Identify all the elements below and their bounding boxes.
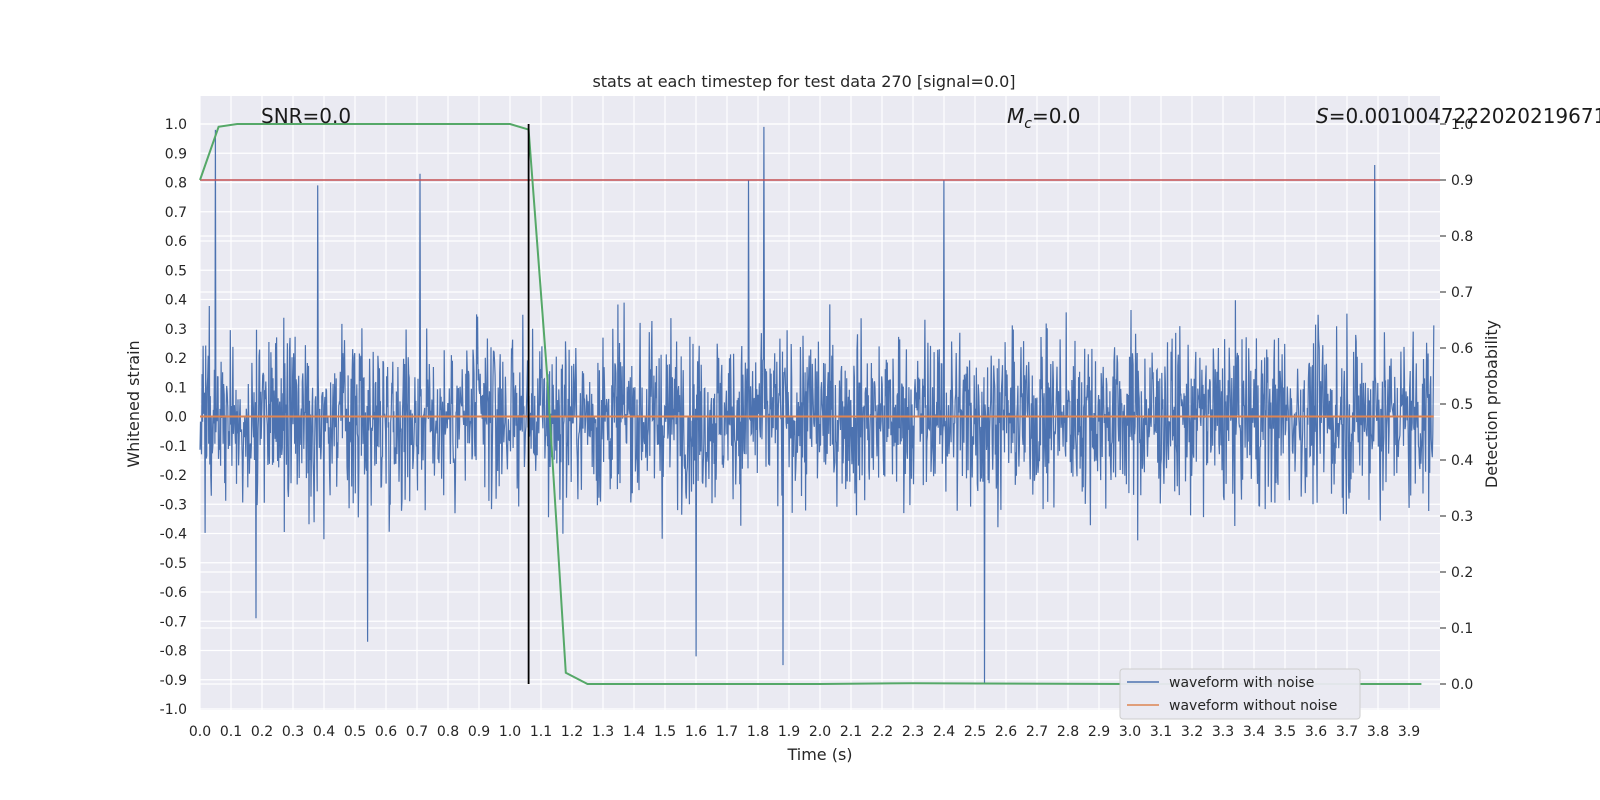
chirp-mass-value: =0.0 bbox=[1032, 104, 1081, 128]
x-tick-label: 3.2 bbox=[1181, 724, 1203, 740]
legend: waveform with noise waveform without noi… bbox=[1119, 668, 1361, 720]
x-tick-label: 0.9 bbox=[468, 724, 490, 740]
snr-annotation: SNR=0.0 bbox=[261, 104, 351, 128]
y-axis-ticks: 1.0 0.9 0.8 0.7 0.6 0.5 0.4 0.3 0.2 0.1 0.0 -0.1 -0.… bbox=[160, 117, 187, 718]
x-tick-label: 1.4 bbox=[623, 724, 645, 740]
x-tick-label: 0.5 bbox=[344, 724, 366, 740]
s-value: =0.0010047222020219671 bbox=[1329, 104, 1600, 128]
x-tick-label: 1.9 bbox=[778, 724, 800, 740]
y2-tick-label: 0.1 bbox=[1451, 621, 1473, 637]
x-axis-label: Time (s) bbox=[786, 745, 852, 764]
legend-label-without-noise: waveform without noise bbox=[1169, 698, 1337, 714]
x-tick-label: 1.3 bbox=[592, 724, 614, 740]
y-tick-label: -0.6 bbox=[160, 585, 187, 601]
x-axis-ticks: 0.0 0.1 0.2 0.3 0.4 0.5 0.6 0.7 0.8 0.9 1.0 1.1 1.2 1… bbox=[189, 724, 1420, 740]
x-tick-label: 1.5 bbox=[654, 724, 676, 740]
x-tick-label: 3.1 bbox=[1150, 724, 1172, 740]
x-tick-label: 3.4 bbox=[1243, 724, 1265, 740]
y-tick-label: 1.0 bbox=[165, 117, 187, 133]
x-tick-label: 1.8 bbox=[747, 724, 769, 740]
x-tick-label: 2.1 bbox=[840, 724, 862, 740]
x-tick-label: 3.5 bbox=[1274, 724, 1296, 740]
x-tick-label: 0.8 bbox=[437, 724, 459, 740]
y-tick-label: 0.2 bbox=[165, 351, 187, 367]
x-tick-label: 1.7 bbox=[716, 724, 738, 740]
x-tick-label: 0.2 bbox=[251, 724, 273, 740]
y-tick-label: -0.4 bbox=[160, 527, 187, 543]
y-tick-label: 0.4 bbox=[165, 293, 187, 309]
x-tick-label: 2.9 bbox=[1088, 724, 1110, 740]
y2-tick-label: 0.5 bbox=[1451, 397, 1473, 413]
chirp-mass-annotation: Mc=0.0 bbox=[1007, 104, 1081, 132]
y-tick-label: 0.0 bbox=[165, 410, 187, 426]
x-tick-label: 2.7 bbox=[1026, 724, 1048, 740]
y-tick-label: 0.1 bbox=[165, 380, 187, 396]
x-tick-label: 0.4 bbox=[313, 724, 335, 740]
x-tick-label: 3.8 bbox=[1367, 724, 1389, 740]
x-tick-label: 2.2 bbox=[871, 724, 893, 740]
x-tick-label: 0.3 bbox=[282, 724, 304, 740]
legend-box bbox=[1119, 668, 1361, 720]
y-tick-label: -0.1 bbox=[160, 439, 187, 455]
y-tick-label: 0.8 bbox=[165, 176, 187, 192]
y-tick-label: -0.8 bbox=[160, 644, 187, 660]
y-tick-label: -0.2 bbox=[160, 468, 187, 484]
x-tick-label: 2.4 bbox=[933, 724, 955, 740]
y-tick-label: -0.9 bbox=[160, 673, 187, 689]
y-tick-label: -0.5 bbox=[160, 556, 187, 572]
x-tick-label: 1.6 bbox=[685, 724, 707, 740]
x-tick-label: 1.1 bbox=[530, 724, 552, 740]
y2-tick-label: 0.6 bbox=[1451, 341, 1473, 357]
legend-label-with-noise: waveform with noise bbox=[1169, 675, 1314, 691]
x-tick-label: 3.7 bbox=[1336, 724, 1358, 740]
x-tick-label: 2.5 bbox=[964, 724, 986, 740]
y2-tick-label: 0.3 bbox=[1451, 509, 1473, 525]
x-tick-label: 1.2 bbox=[561, 724, 583, 740]
chart-title: stats at each timestep for test data 270… bbox=[592, 72, 1015, 91]
waveform-with-noise-line bbox=[199, 126, 1435, 683]
y-tick-label: 0.7 bbox=[165, 205, 187, 221]
y2-tick-label: 0.2 bbox=[1451, 565, 1473, 581]
x-tick-label: 1.0 bbox=[499, 724, 521, 740]
x-tick-label: 3.9 bbox=[1398, 724, 1420, 740]
x-tick-label: 3.0 bbox=[1119, 724, 1141, 740]
y-tick-label: 0.6 bbox=[165, 234, 187, 250]
y2-tick-label: 0.8 bbox=[1451, 229, 1473, 245]
y2-tick-label: 0.9 bbox=[1451, 173, 1473, 189]
y-tick-label: -0.7 bbox=[160, 614, 187, 630]
s-symbol: S bbox=[1316, 104, 1329, 128]
y2-tick-label: 1.0 bbox=[1451, 117, 1473, 133]
x-tick-label: 2.0 bbox=[809, 724, 831, 740]
x-tick-label: 0.7 bbox=[406, 724, 428, 740]
y-axis-label: Whitened strain bbox=[124, 340, 143, 467]
y2-tick-label: 0.7 bbox=[1451, 285, 1473, 301]
y2-tick-label: 0.4 bbox=[1451, 453, 1473, 469]
y-tick-label: 0.9 bbox=[165, 146, 187, 162]
x-tick-label: 0.0 bbox=[189, 724, 211, 740]
y2-tick-label: 0.0 bbox=[1451, 677, 1473, 693]
y-tick-label: 0.5 bbox=[165, 263, 187, 279]
x-tick-label: 0.6 bbox=[375, 724, 397, 740]
detection-probability-line bbox=[199, 123, 1422, 685]
x-tick-label: 2.6 bbox=[995, 724, 1017, 740]
chirp-mass-symbol: M bbox=[1007, 104, 1024, 128]
s-annotation: S=0.0010047222020219671 bbox=[1316, 104, 1600, 128]
chirp-mass-subscript: c bbox=[1024, 116, 1032, 132]
x-tick-label: 3.3 bbox=[1212, 724, 1234, 740]
y2-axis-ticks: 1.0 0.9 0.8 0.7 0.6 0.5 0.4 0.3 0.2 0.1 0.0 bbox=[1440, 117, 1473, 693]
y-tick-label: -1.0 bbox=[160, 702, 187, 718]
y2-axis-label: Detection probability bbox=[1482, 320, 1501, 488]
x-tick-label: 2.3 bbox=[902, 724, 924, 740]
x-tick-label: 0.1 bbox=[220, 724, 242, 740]
y-tick-label: 0.3 bbox=[165, 322, 187, 338]
series-waveform-with-noise bbox=[199, 126, 1435, 683]
x-tick-label: 2.8 bbox=[1057, 724, 1079, 740]
y-tick-label: -0.3 bbox=[160, 497, 187, 513]
x-tick-label: 3.6 bbox=[1305, 724, 1327, 740]
overlay-lines bbox=[199, 123, 1440, 685]
